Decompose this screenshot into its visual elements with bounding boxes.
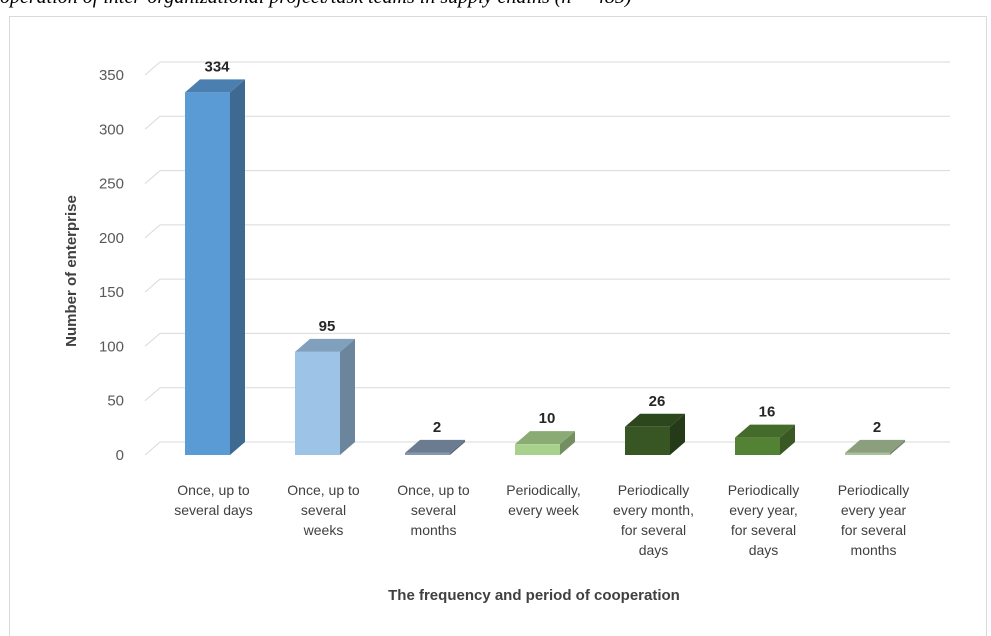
data-label: 334 (204, 58, 230, 75)
y-tick-label: 50 (107, 393, 124, 410)
data-label: 2 (433, 419, 441, 436)
bar-top (295, 338, 355, 352)
bar (295, 351, 340, 455)
bar (735, 437, 780, 455)
bar-chart: 0 50 100 150 200 250 300 350 334 95 2 10 26 16 2 Once… (63, 58, 950, 604)
x-axis-categories: Once, up to several days Once, up to severa… (174, 482, 909, 558)
bar (185, 92, 230, 455)
bar-side (890, 439, 905, 455)
gridline-depth (144, 224, 161, 239)
bar-side (780, 424, 795, 455)
y-axis-ticks: 0 50 100 150 200 250 300 350 (99, 67, 124, 464)
y-tick-label: 100 (99, 338, 124, 355)
y-tick-label: 350 (99, 67, 124, 84)
gridline-depth (144, 61, 161, 76)
gridlines (144, 61, 950, 456)
bar (515, 444, 560, 455)
chart-frame: 0 50 100 150 200 250 300 350 334 95 2 10 26 16 2 Once… (9, 16, 987, 636)
y-tick-label: 300 (99, 121, 124, 138)
x-tick-label: Periodically, every week (506, 482, 580, 518)
bar-side (450, 439, 465, 455)
x-tick-label: Once, up to several days (174, 482, 253, 518)
x-tick-label: Once, up to several months (397, 482, 470, 538)
x-tick-label: Periodically every year, for several days (728, 482, 800, 558)
bar-side (560, 431, 575, 455)
gridline-depth (144, 170, 161, 184)
data-labels: 334 95 2 10 26 16 2 (204, 58, 881, 435)
bar (625, 426, 670, 455)
bar-top (515, 431, 575, 445)
y-tick-label: 150 (99, 284, 124, 301)
y-tick-label: 0 (116, 447, 124, 464)
x-tick-label: Periodically every month, for several days (613, 482, 694, 558)
bar-top (735, 424, 795, 438)
gridline-depth (144, 333, 161, 347)
x-tick-label: Periodically every year for several months (838, 482, 910, 558)
bar (845, 452, 890, 455)
gridline-depth (144, 441, 161, 456)
gridline-depth (144, 115, 161, 130)
data-label: 95 (319, 318, 336, 335)
data-label: 26 (649, 393, 666, 410)
data-label: 10 (539, 410, 556, 427)
y-tick-label: 250 (99, 176, 124, 193)
bar-top (625, 413, 685, 427)
data-label: 16 (759, 404, 776, 421)
bar-top (845, 439, 905, 453)
figure-caption: operation of inter-organizational projec… (0, 0, 991, 16)
x-axis-title: The frequency and period of cooperation (388, 587, 680, 604)
bar-side (340, 338, 355, 455)
x-tick-label: Once, up to several weeks (287, 482, 360, 538)
bar-side (230, 79, 245, 455)
gridline-depth (144, 387, 161, 402)
y-axis-title: Number of enterprise (63, 195, 80, 347)
bar-side (670, 413, 685, 455)
bar-top (185, 79, 245, 93)
bar-top (405, 439, 465, 453)
bar (405, 452, 450, 455)
gridline-depth (144, 278, 161, 293)
data-label: 2 (873, 419, 881, 436)
y-tick-label: 200 (99, 230, 124, 247)
bars (185, 79, 905, 455)
